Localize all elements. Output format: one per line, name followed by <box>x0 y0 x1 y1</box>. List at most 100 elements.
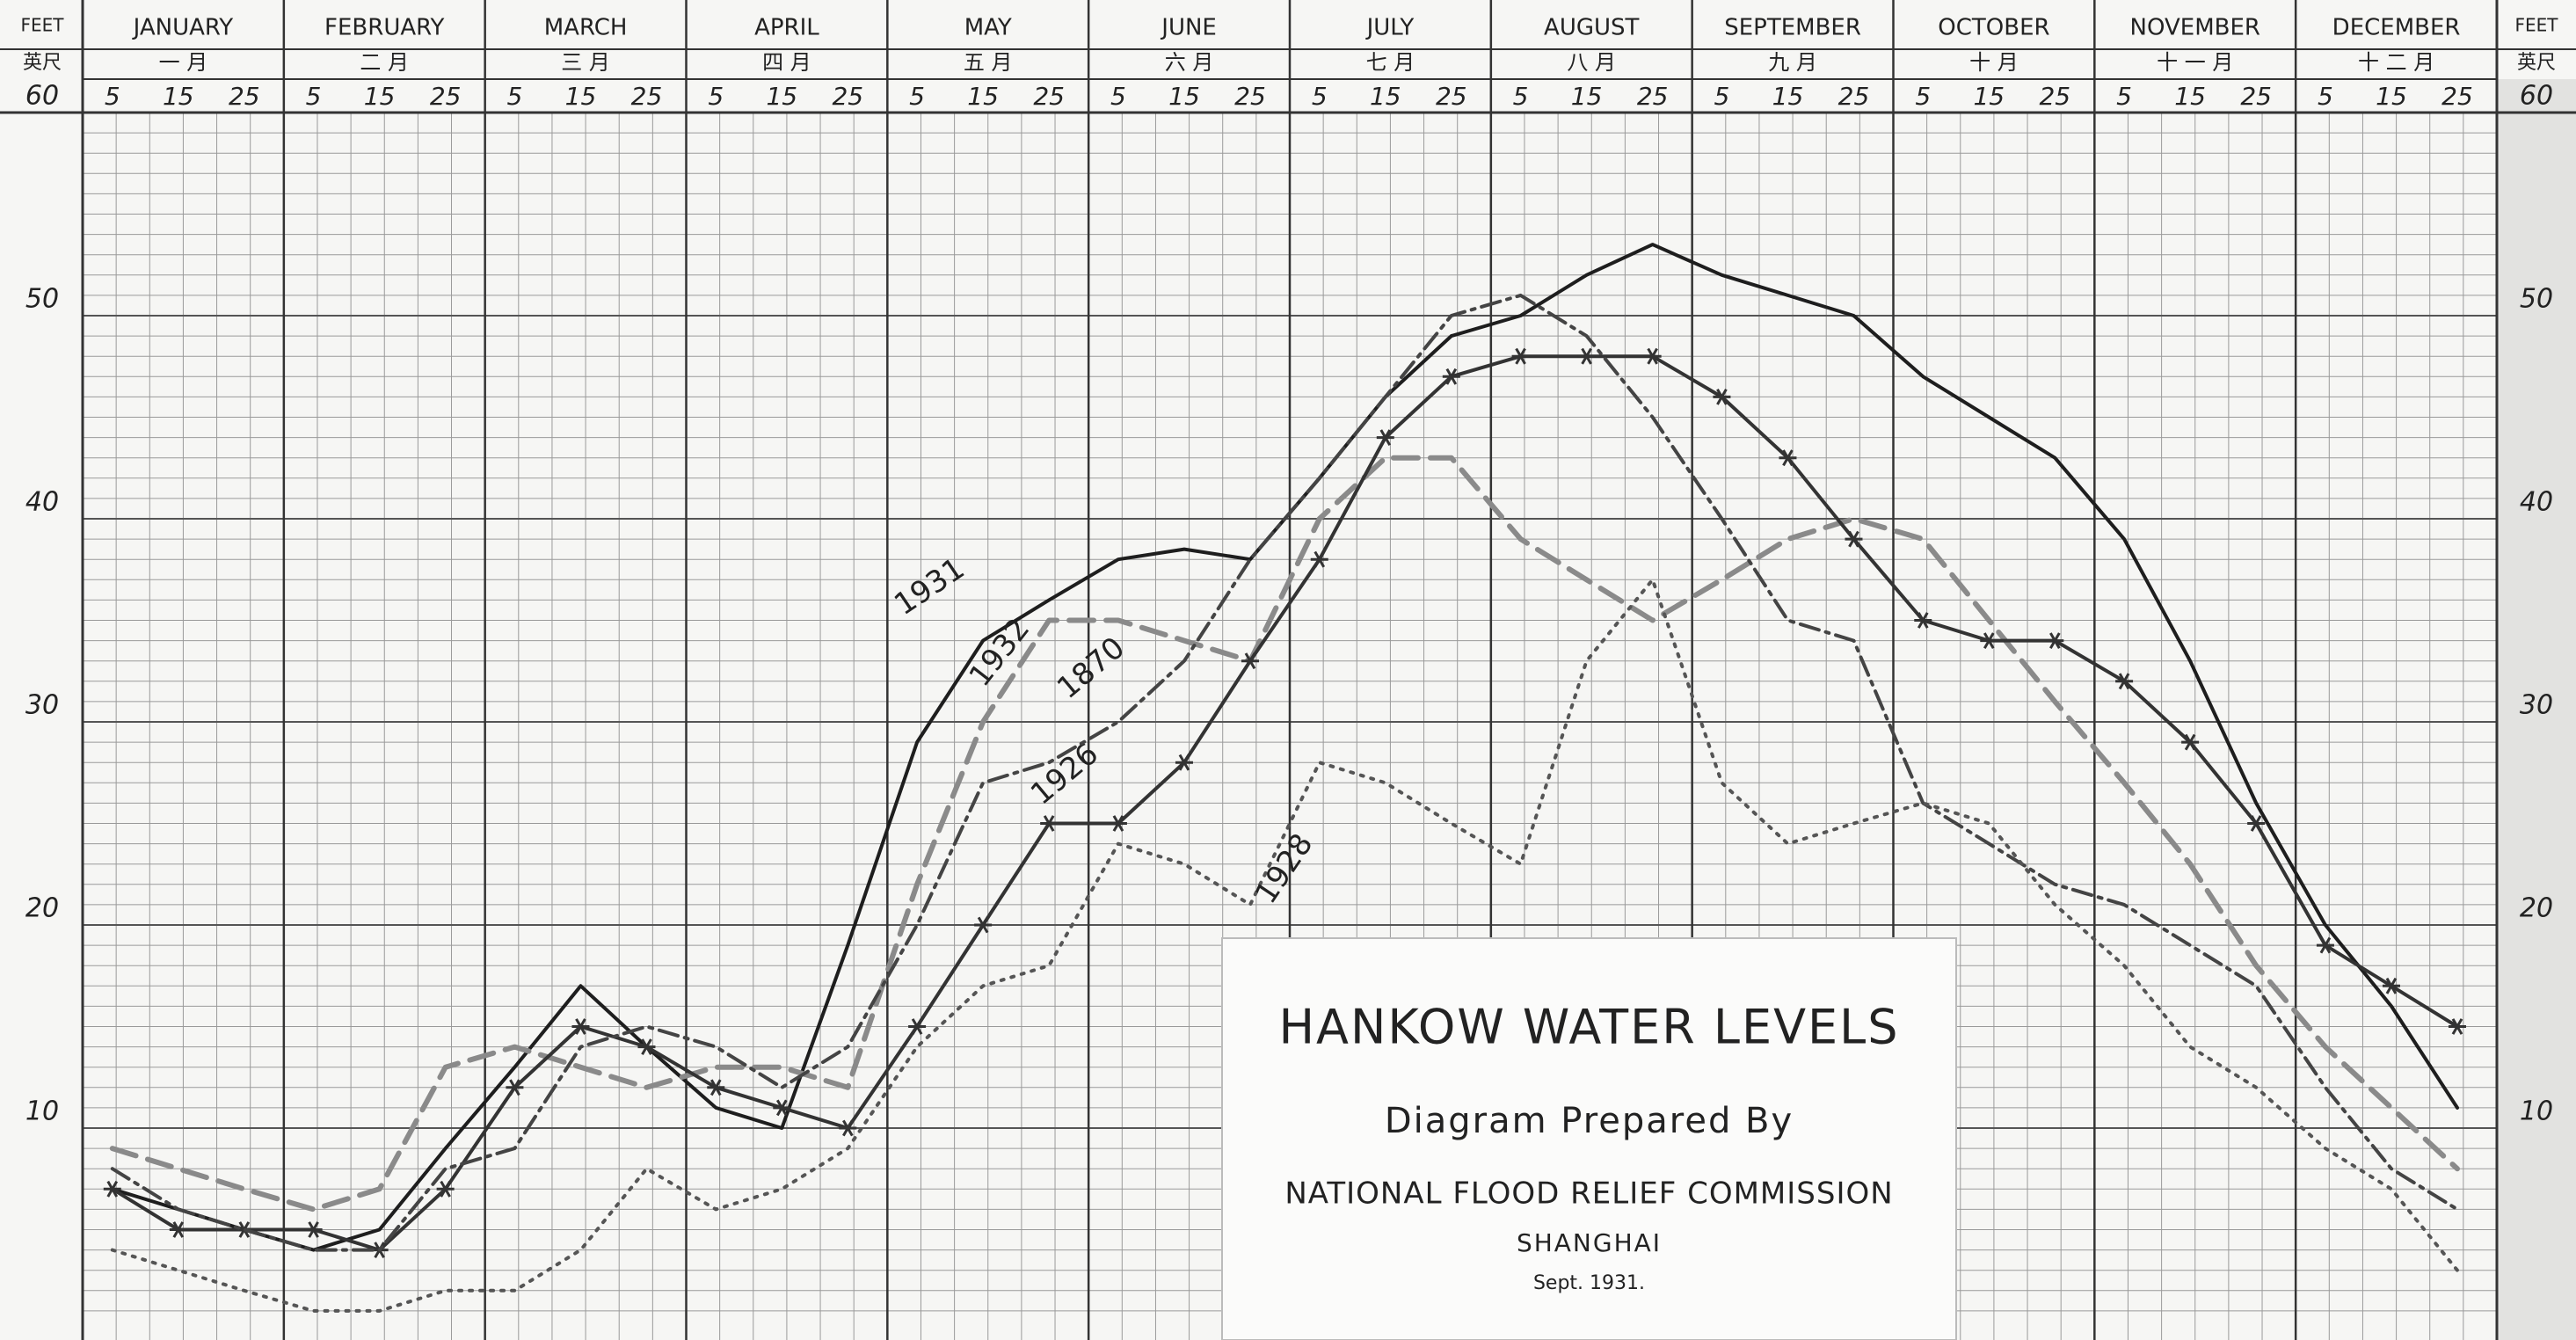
series-line <box>109 455 2460 1213</box>
star-marker <box>773 1099 791 1117</box>
month-label-chinese: 四 月 <box>762 50 811 75</box>
x-tick-label: 25 <box>2441 82 2473 111</box>
x-tick-label: 5 <box>2116 82 2132 111</box>
star-marker <box>908 1018 927 1035</box>
star-marker <box>436 1180 455 1198</box>
y-tick-label-right: 50 <box>2520 284 2553 315</box>
x-tick-label: 25 <box>1436 82 1467 111</box>
star-marker <box>1511 347 1530 365</box>
star-marker <box>1040 815 1059 832</box>
y-tick-label: 60 <box>25 81 59 112</box>
x-tick-label: 25 <box>430 82 462 111</box>
month-label: NOVEMBER <box>2130 15 2260 41</box>
month-label: SEPTEMBER <box>1724 15 1861 41</box>
series-line <box>110 354 2459 1252</box>
month-label: APRIL <box>754 15 819 41</box>
x-tick-label: 25 <box>2240 82 2272 111</box>
month-label: MAY <box>964 15 1012 41</box>
y-tick-label: 10 <box>25 1096 59 1127</box>
star-marker <box>637 1038 656 1056</box>
month-label-chinese: 七 月 <box>1366 50 1415 75</box>
month-label-chinese: 十 二 月 <box>2358 50 2434 75</box>
title-box <box>1221 937 1957 1340</box>
x-tick-label: 25 <box>1838 82 1870 111</box>
x-tick-label: 15 <box>1973 82 2005 111</box>
star-marker <box>2247 815 2266 832</box>
x-tick-label: 15 <box>1571 82 1603 111</box>
y-tick-label-right: 30 <box>2520 690 2553 721</box>
y-tick-label: 50 <box>25 284 59 315</box>
x-tick-label: 15 <box>967 82 999 111</box>
x-tick-label: 5 <box>1915 82 1931 111</box>
month-label-chinese: 十 一 月 <box>2157 50 2233 75</box>
star-marker <box>2181 733 2200 751</box>
y-tick-label: 20 <box>25 893 59 924</box>
month-label-chinese: 五 月 <box>964 50 1013 75</box>
y-tick-label-right: 60 <box>2520 81 2553 112</box>
x-tick-label: 5 <box>1513 82 1529 111</box>
star-marker <box>1643 347 1662 365</box>
y-tick-label-right: 10 <box>2520 1096 2553 1127</box>
x-tick-label: 25 <box>229 82 260 111</box>
y-tick-label-right: 40 <box>2520 487 2553 518</box>
x-tick-label: 25 <box>2039 82 2070 111</box>
x-tick-label: 5 <box>909 82 925 111</box>
y-tick-label: 40 <box>25 487 59 518</box>
star-marker <box>839 1119 857 1137</box>
month-label-chinese: 八 月 <box>1567 50 1616 75</box>
x-tick-label: 25 <box>1637 82 1669 111</box>
x-tick-label: 15 <box>565 82 597 111</box>
star-marker <box>707 1079 725 1096</box>
series-line <box>110 578 2459 1313</box>
month-label-chinese: 十 月 <box>1969 50 2019 75</box>
star-marker <box>103 1180 121 1198</box>
month-label-chinese: 三 月 <box>561 50 610 75</box>
star-marker <box>1109 815 1127 832</box>
star-marker <box>2448 1018 2466 1035</box>
y-axis-label-chinese: 英尺 <box>23 52 62 74</box>
x-tick-label: 25 <box>1234 82 1266 111</box>
star-marker <box>1779 449 1797 467</box>
star-marker <box>1175 754 1193 771</box>
star-marker <box>2115 673 2134 690</box>
y-axis-label: FEET <box>21 15 65 36</box>
month-label-chinese: 一 月 <box>159 50 208 75</box>
star-marker <box>2316 936 2334 954</box>
chart-subtitle: Diagram Prepared By <box>1385 1101 1794 1141</box>
chart-title: HANKOW WATER LEVELS <box>1278 1000 1899 1055</box>
month-label: FEBRUARY <box>324 15 445 41</box>
star-marker <box>1713 388 1731 405</box>
star-marker <box>1376 429 1394 447</box>
star-marker <box>304 1221 323 1238</box>
right-axis-strip <box>2497 79 2576 1340</box>
x-tick-label: 15 <box>163 82 194 111</box>
month-label: DECEMBER <box>2332 15 2461 41</box>
x-tick-label: 5 <box>507 82 523 111</box>
x-tick-label: 15 <box>2174 82 2206 111</box>
star-marker <box>1577 347 1596 365</box>
month-label: JUNE <box>1160 15 1217 41</box>
chart-date: Sept. 1931. <box>1533 1272 1645 1294</box>
x-tick-label: 15 <box>1168 82 1200 111</box>
month-label: AUGUST <box>1544 15 1639 41</box>
month-label-chinese: 六 月 <box>1165 50 1214 75</box>
star-marker <box>571 1018 590 1035</box>
x-tick-label: 15 <box>2376 82 2407 111</box>
month-label: MARCH <box>544 15 628 41</box>
y-tick-label-right: 20 <box>2520 893 2553 924</box>
x-tick-label: 5 <box>708 82 724 111</box>
x-tick-label: 15 <box>1772 82 1804 111</box>
star-marker <box>1310 550 1328 568</box>
x-tick-label: 25 <box>832 82 863 111</box>
x-tick-label: 15 <box>364 82 396 111</box>
y-axis-label: FEET <box>2515 15 2559 36</box>
month-label: OCTOBER <box>1938 15 2049 41</box>
month-label-chinese: 九 月 <box>1768 50 1817 75</box>
star-marker <box>1845 530 1863 548</box>
chart-place: SHANGHAI <box>1517 1228 1662 1257</box>
star-marker <box>974 916 993 934</box>
x-tick-label: 5 <box>1714 82 1730 111</box>
star-marker <box>1241 652 1259 670</box>
star-marker <box>169 1221 187 1238</box>
